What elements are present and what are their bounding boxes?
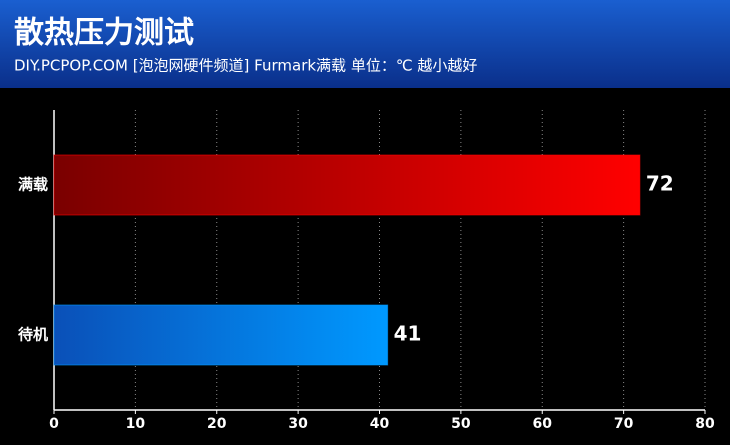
x-tick-label: 80	[695, 416, 715, 432]
x-tick-label: 70	[614, 416, 634, 432]
y-tick-label: 待机	[18, 326, 48, 344]
value-label: 41	[394, 322, 422, 346]
x-tick-label: 40	[370, 416, 390, 432]
header	[0, 0, 730, 88]
value-label: 72	[646, 172, 674, 196]
y-tick-label: 满载	[18, 176, 48, 194]
x-tick-label: 50	[451, 416, 471, 432]
x-tick-label: 0	[49, 416, 59, 432]
chart-subtitle: DIY.PCPOP.COM [泡泡网硬件频道] Furmark满载 单位：℃ 越…	[14, 57, 477, 75]
bar	[53, 154, 641, 216]
bar	[53, 304, 389, 366]
chart-title: 散热压力测试	[14, 16, 194, 51]
x-tick-label: 30	[288, 416, 308, 432]
x-tick-label: 60	[533, 416, 553, 432]
x-tick-label: 20	[207, 416, 227, 432]
x-tick-label: 10	[126, 416, 146, 432]
